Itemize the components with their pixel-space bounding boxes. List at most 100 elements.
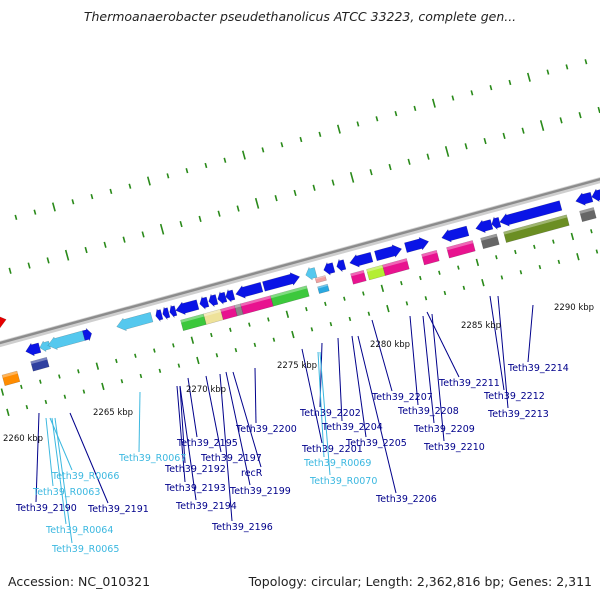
scale-tick — [51, 202, 56, 212]
scale-tick — [267, 317, 270, 322]
leader-line — [426, 311, 460, 378]
rna-label: Teth39_R0063 — [32, 487, 100, 498]
gene-label: Teth39_2197 — [200, 453, 262, 464]
gene-box — [480, 233, 500, 250]
scale-tick — [367, 311, 371, 316]
gene-arrow — [217, 290, 228, 306]
scale-tick — [223, 157, 227, 163]
scale-tick — [539, 120, 545, 131]
scale-tick — [336, 124, 341, 134]
leader-line — [219, 373, 233, 522]
scale-tick — [526, 72, 531, 82]
scale-tick — [84, 246, 88, 254]
leader-line — [527, 304, 534, 363]
gene-label: Teth39_2191 — [87, 504, 149, 515]
backbone-layer — [0, 177, 600, 348]
scale-tick — [229, 327, 232, 332]
gene-arrow — [336, 258, 347, 273]
gene-label: Teth39_2201 — [301, 444, 363, 455]
kbp-label: 2265 kbp — [93, 408, 133, 418]
gene-box — [503, 214, 570, 243]
gene-box-highlight — [234, 303, 242, 308]
gene-label-layer: Teth39_2214 Teth39_2211 Teth39_2212 Teth39_… — [15, 363, 569, 555]
scale-tick — [285, 310, 290, 318]
scale-tick — [318, 131, 322, 137]
gene-box-highlight — [270, 285, 308, 299]
scale-tick — [166, 173, 170, 179]
scale-tick — [210, 332, 213, 338]
leader-line — [319, 351, 331, 476]
leader-line — [431, 313, 445, 442]
gene-label: Teth39_2206 — [375, 494, 437, 505]
gene-box-highlight — [579, 207, 595, 214]
rna-arrow — [39, 340, 52, 353]
scale-tick — [419, 275, 422, 281]
scale-tick — [25, 405, 29, 410]
gene-arrow — [199, 295, 210, 310]
scale-tick — [413, 105, 417, 112]
gene-arrow — [169, 305, 178, 318]
scale-tick — [196, 356, 200, 365]
scale-tick — [280, 142, 284, 148]
gene-label: Teth39_2205 — [345, 438, 407, 449]
scale-tick — [33, 209, 37, 215]
scale-tick — [120, 379, 124, 384]
scale-tick — [388, 163, 392, 171]
gene-arrow — [499, 200, 563, 227]
gene-box-highlight — [382, 258, 408, 268]
gene-label: recR — [241, 468, 263, 479]
scale-tick — [438, 270, 441, 275]
leader-line — [138, 391, 141, 453]
gene-arrow — [0, 316, 7, 329]
scale-tick — [146, 176, 151, 186]
gene-arrow — [441, 225, 470, 243]
leader-line — [225, 371, 251, 486]
scale-tick — [95, 362, 100, 370]
scale-tick — [248, 322, 251, 327]
scale-tick — [39, 379, 42, 384]
scale-tick — [457, 265, 460, 270]
scale-tick — [274, 195, 278, 202]
leader-line — [254, 367, 257, 424]
leader-line — [35, 412, 40, 503]
scale-tick — [329, 322, 333, 327]
rna-label: Teth39_R0065 — [51, 544, 119, 555]
leader-line — [179, 385, 197, 501]
scale-tick — [291, 330, 295, 339]
leader-line — [497, 295, 509, 409]
scale-tick — [557, 259, 561, 265]
leader-line — [351, 335, 367, 438]
scale-tick — [375, 116, 379, 122]
leader-line — [54, 417, 73, 544]
gene-box — [314, 275, 327, 284]
leader-line — [205, 375, 222, 453]
scale-tick — [254, 197, 260, 209]
scale-tick — [234, 347, 238, 353]
scale-tick — [185, 168, 189, 174]
scale-tick — [565, 64, 569, 70]
scale-tick — [253, 342, 257, 348]
kbp-label: 2290 kbp — [554, 303, 594, 313]
scale-tick — [362, 291, 365, 296]
scale-tick — [451, 95, 455, 101]
gene-label: Teth39_2190 — [15, 503, 77, 514]
scale-tick — [400, 281, 403, 286]
scale-tick — [356, 121, 360, 127]
leader-line — [45, 417, 54, 487]
scale-tick — [546, 69, 550, 75]
gene-box — [270, 285, 310, 307]
leader-line — [301, 348, 323, 444]
gene-box-highlight — [446, 240, 474, 251]
scale-tick — [407, 158, 411, 165]
gene-box-highlight — [180, 313, 205, 323]
scale-tick — [159, 223, 165, 235]
gene-label: Teth39_2207 — [371, 392, 433, 403]
scale-tick — [241, 150, 246, 160]
leader-line — [176, 385, 186, 483]
gene-label: Teth39_2214 — [507, 363, 569, 374]
leader-line — [357, 335, 397, 494]
scale-tick — [71, 199, 75, 205]
scale-tick — [272, 337, 276, 342]
gene-box-highlight — [240, 295, 272, 307]
